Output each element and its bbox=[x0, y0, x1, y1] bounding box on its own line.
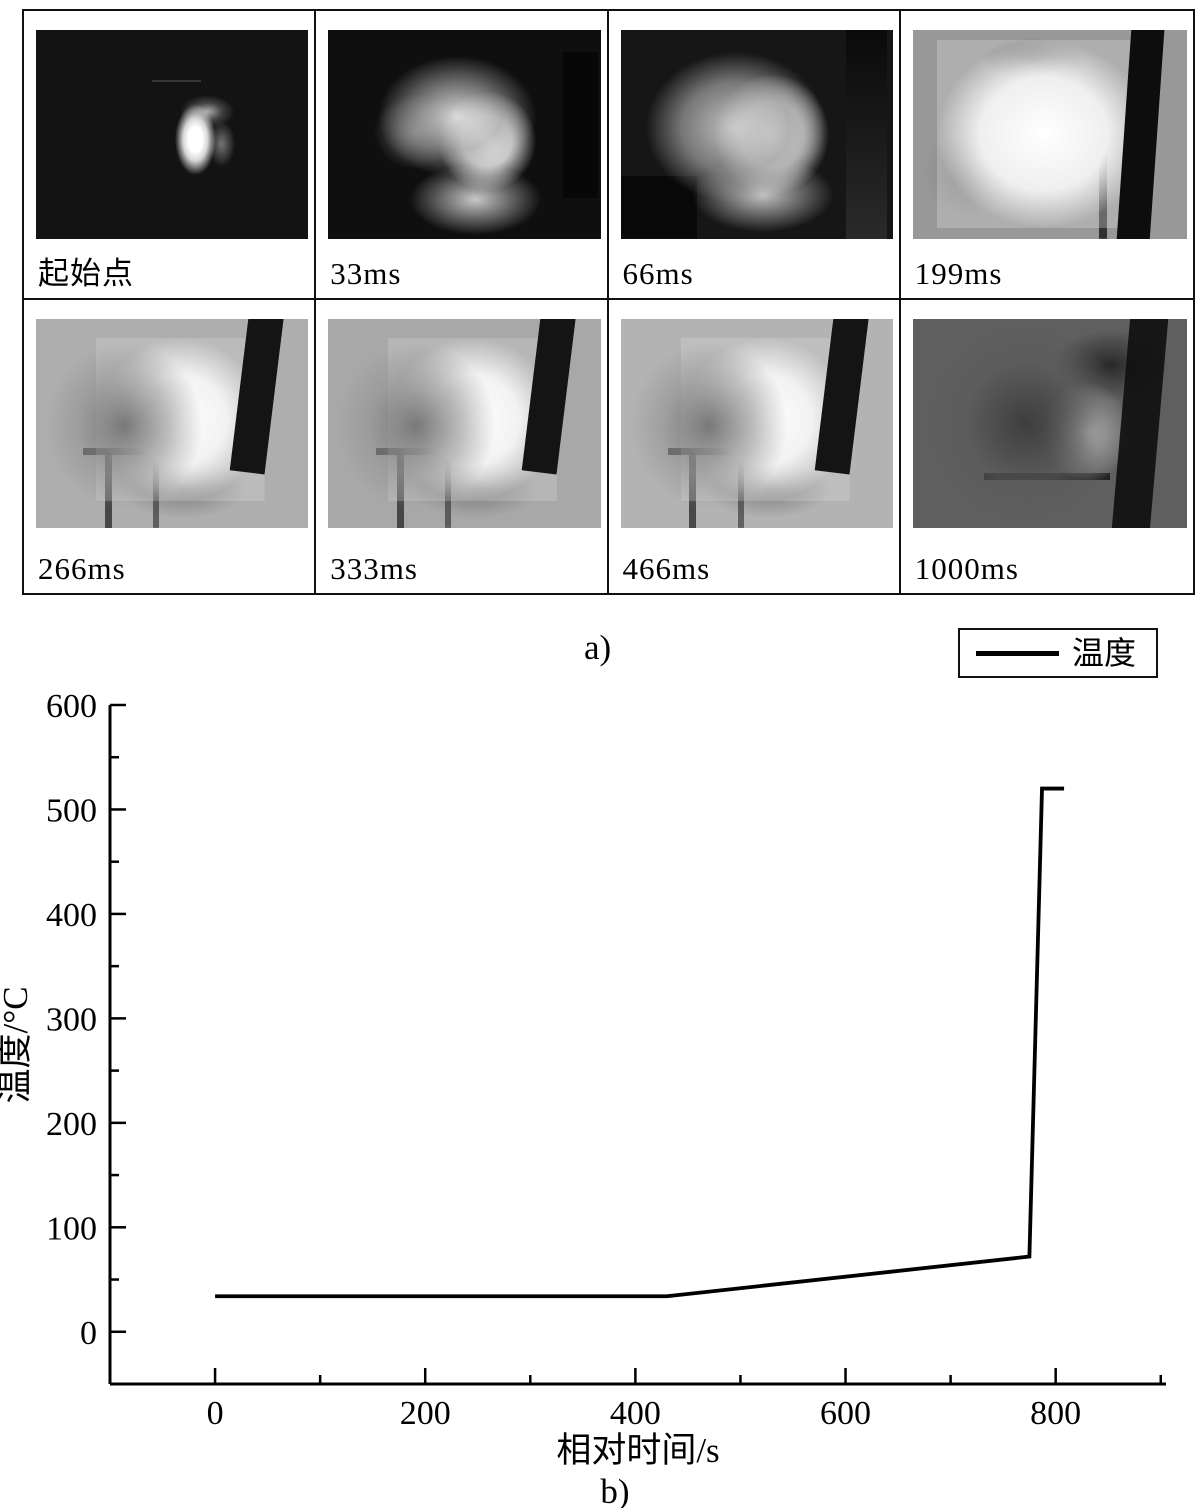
frame-grid: 起始点 33ms 66ms 199ms 266ms 333ms 466ms 1 bbox=[22, 9, 1195, 595]
frame-label: 33ms bbox=[330, 256, 402, 291]
y-tick-label: 0 bbox=[80, 1315, 97, 1352]
fire-frame-photo-199ms bbox=[912, 30, 1187, 239]
x-tick-label: 200 bbox=[400, 1395, 451, 1432]
fire-frame-photo-start bbox=[36, 30, 309, 239]
frame-cell-66ms: 66ms bbox=[608, 11, 901, 300]
fire-frame-photo-1000ms bbox=[912, 319, 1187, 528]
fire-frame-photo-466ms bbox=[620, 319, 893, 528]
panel-b-caption: b) bbox=[600, 1472, 629, 1508]
y-tick-label: 500 bbox=[46, 792, 97, 829]
panel-a-caption: a) bbox=[584, 628, 612, 667]
frame-label: 1000ms bbox=[914, 551, 1019, 586]
x-tick-label: 600 bbox=[820, 1395, 871, 1432]
x-tick-label: 400 bbox=[610, 1395, 661, 1432]
chart-legend: 温度 bbox=[958, 628, 1158, 678]
temperature-time-chart: 0 100 200 300 400 500 600 0 200 400 600 800 相对时间/s 温度… bbox=[0, 690, 1166, 1508]
frame-cell-33ms: 33ms bbox=[316, 11, 609, 300]
frame-cell-199ms: 199ms bbox=[900, 11, 1193, 300]
frame-cell-start: 起始点 bbox=[24, 11, 317, 300]
fire-frame-photo-33ms bbox=[328, 30, 601, 239]
frame-label: 起始点 bbox=[38, 256, 134, 291]
temperature-line bbox=[215, 786, 1065, 1299]
fire-frame-photo-66ms bbox=[620, 30, 893, 239]
frame-cell-333ms: 333ms bbox=[316, 300, 609, 593]
x-tick-label: 0 bbox=[207, 1395, 224, 1432]
y-tick-label: 100 bbox=[46, 1210, 97, 1247]
frame-cell-266ms: 266ms bbox=[24, 300, 317, 593]
frame-label: 66ms bbox=[622, 256, 694, 291]
frame-label: 333ms bbox=[330, 551, 418, 586]
y-tick-label: 600 bbox=[46, 690, 97, 725]
y-axis-label: 温度/°C bbox=[0, 986, 35, 1103]
frame-cell-1000ms: 1000ms bbox=[900, 300, 1193, 593]
legend-line-sample bbox=[976, 650, 1059, 656]
fire-frame-photo-266ms bbox=[36, 319, 309, 528]
legend-label: 温度 bbox=[1072, 635, 1137, 671]
y-tick-label: 200 bbox=[46, 1106, 97, 1143]
y-tick-label: 400 bbox=[46, 897, 97, 934]
frame-cell-466ms: 466ms bbox=[608, 300, 901, 593]
frame-label: 466ms bbox=[622, 551, 711, 586]
x-axis-label: 相对时间/s bbox=[556, 1431, 719, 1470]
frame-label: 266ms bbox=[38, 551, 126, 586]
x-tick-label: 800 bbox=[1030, 1395, 1081, 1432]
frame-label: 199ms bbox=[914, 256, 1003, 291]
fire-frame-photo-333ms bbox=[328, 319, 601, 528]
y-tick-label: 300 bbox=[46, 1001, 97, 1038]
